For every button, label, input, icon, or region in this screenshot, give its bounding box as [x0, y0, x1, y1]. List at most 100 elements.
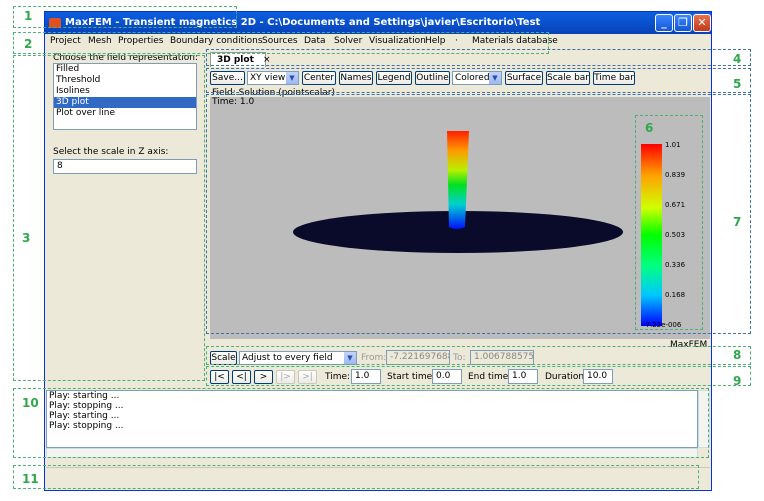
application-window: MaxFEM - Transient magnetics 2D - C:\Doc…	[44, 11, 712, 491]
peak-surface	[447, 131, 469, 229]
maximize-button[interactable]: ❐	[674, 14, 692, 32]
color-select-value: Colored	[455, 73, 490, 83]
colorbar-tick: 0.168	[665, 291, 686, 299]
list-item-filled[interactable]: Filled	[56, 64, 80, 74]
console-vertical-scrollbar[interactable]	[698, 390, 710, 448]
menu-boundary-conditions[interactable]: Boundary conditions	[170, 36, 263, 46]
scale-mode-select[interactable]: Adjust to every field ▼	[239, 351, 357, 365]
window-title: MaxFEM - Transient magnetics 2D - C:\Doc…	[65, 17, 541, 28]
colorbar-tick: 0.671	[665, 201, 686, 209]
list-item-3d-plot[interactable]: 3D plot	[54, 97, 196, 108]
log-console[interactable]: Play: starting ... Play: stopping ... Pl…	[46, 390, 698, 448]
minimize-button[interactable]: _	[655, 14, 673, 32]
time-label: Time: 1.0	[212, 97, 255, 107]
from-input[interactable]: -7.221697688	[386, 350, 450, 365]
time-input[interactable]: 1.0	[351, 369, 381, 384]
end-time-label: End time:	[468, 372, 512, 382]
log-line: Play: starting ...	[49, 391, 120, 401]
duration-label: Duration:	[545, 372, 588, 382]
menu-mesh[interactable]: Mesh	[88, 36, 112, 46]
save-button[interactable]: Save...	[210, 71, 245, 85]
duration-input[interactable]: 10.0	[583, 369, 613, 384]
legend-button[interactable]: Legend	[376, 71, 412, 85]
menu-help[interactable]: Help	[425, 36, 446, 46]
callout-number-4: 4	[733, 52, 742, 66]
color-select[interactable]: Colored ▼	[452, 71, 502, 85]
menu-project[interactable]: Project	[50, 36, 81, 46]
field-label: Field: Solution (pointscalar)	[212, 88, 336, 98]
callout-number-2: 2	[24, 37, 33, 51]
time-field-label: Time:	[325, 372, 351, 382]
outline-button[interactable]: Outline	[415, 71, 450, 85]
scale-button[interactable]: Scale	[210, 351, 237, 365]
center-button[interactable]: Center	[302, 71, 336, 85]
menu-visualization[interactable]: Visualization	[369, 36, 426, 46]
log-line: Play: starting ...	[49, 411, 120, 421]
maxfem-watermark: MaxFEM	[670, 340, 708, 350]
play-button[interactable]: >	[254, 370, 273, 384]
callout-number-8: 8	[733, 348, 742, 362]
scale-bar-button[interactable]: Scale bar	[546, 71, 590, 85]
menu-materials-database[interactable]: Materials database	[472, 36, 558, 46]
maximize-icon: ❐	[678, 16, 688, 29]
chevron-down-icon[interactable]: ▼	[286, 72, 298, 84]
field-rep-label: Choose the field representation:	[53, 53, 199, 63]
title-bar[interactable]: MaxFEM - Transient magnetics 2D - C:\Doc…	[45, 12, 711, 34]
callout-number-10: 10	[22, 396, 39, 410]
last-frame-button[interactable]: >|	[298, 370, 317, 384]
menu-sources[interactable]: Sources	[262, 36, 298, 46]
colorbar-tick: 0.336	[665, 261, 686, 269]
menu-data[interactable]: Data	[304, 36, 326, 46]
first-frame-button[interactable]: |<	[210, 370, 229, 384]
to-input[interactable]: 1.0067885752	[470, 350, 534, 365]
console-horizontal-scrollbar[interactable]	[46, 448, 698, 458]
left-panel: Choose the field representation: Filled …	[47, 52, 205, 382]
close-button[interactable]: ✕	[693, 14, 711, 32]
menu-properties[interactable]: Properties	[118, 36, 164, 46]
list-item-plot-over-line[interactable]: Plot over line	[56, 108, 115, 118]
colorbar-tick: 1.01	[665, 141, 681, 149]
view-select-value: XY view	[250, 73, 286, 83]
log-line: Play: stopping ...	[49, 401, 124, 411]
callout-number-1: 1	[24, 9, 33, 23]
base-disc	[293, 211, 623, 253]
names-button[interactable]: Names	[339, 71, 373, 85]
tab-close-icon[interactable]: ×	[263, 55, 271, 65]
colorbar	[641, 144, 662, 326]
view-select[interactable]: XY view ▼	[247, 71, 299, 85]
field-rep-list[interactable]: Filled Threshold Isolines 3D plot Plot o…	[53, 63, 197, 130]
surface-button[interactable]: Surface	[505, 71, 543, 85]
colorbar-tick: 0.503	[665, 231, 686, 239]
callout-number-9: 9	[733, 374, 742, 388]
callout-number-11: 11	[22, 472, 39, 486]
callout-number-5: 5	[733, 77, 742, 91]
callout-number-7: 7	[733, 215, 742, 229]
next-frame-button[interactable]: |>	[276, 370, 295, 384]
colorbar-tick: 0.839	[665, 171, 686, 179]
from-label: From:	[361, 353, 387, 363]
menu-solver[interactable]: Solver	[334, 36, 363, 46]
start-time-label: Start time:	[387, 372, 436, 382]
scale-mode-value: Adjust to every field	[242, 353, 333, 363]
plot-svg	[293, 131, 662, 326]
list-item-isolines[interactable]: Isolines	[56, 86, 90, 96]
colorbar-tick: -7.22e-006	[643, 321, 682, 329]
tab-3d-plot[interactable]: 3D plot ×	[210, 52, 271, 67]
close-icon: ✕	[697, 16, 707, 29]
to-label: To:	[453, 353, 466, 363]
time-bar-button[interactable]: Time bar	[593, 71, 635, 85]
app-icon	[49, 18, 61, 28]
status-bar	[46, 467, 710, 487]
z-scale-input[interactable]: 8	[53, 159, 197, 174]
menu-separator: ·	[455, 36, 458, 46]
render-viewport[interactable]: Time: 1.0	[210, 97, 710, 339]
list-item-threshold[interactable]: Threshold	[56, 75, 101, 85]
chevron-down-icon[interactable]: ▼	[489, 72, 501, 84]
z-scale-label: Select the scale in Z axis:	[53, 147, 169, 157]
log-line: Play: stopping ...	[49, 421, 124, 431]
end-time-input[interactable]: 1.0	[508, 369, 538, 384]
prev-frame-button[interactable]: <|	[232, 370, 251, 384]
chevron-down-icon[interactable]: ▼	[344, 352, 356, 364]
start-time-input[interactable]: 0.0	[432, 369, 462, 384]
menu-bar: Project Mesh Properties Boundary conditi…	[45, 34, 711, 50]
